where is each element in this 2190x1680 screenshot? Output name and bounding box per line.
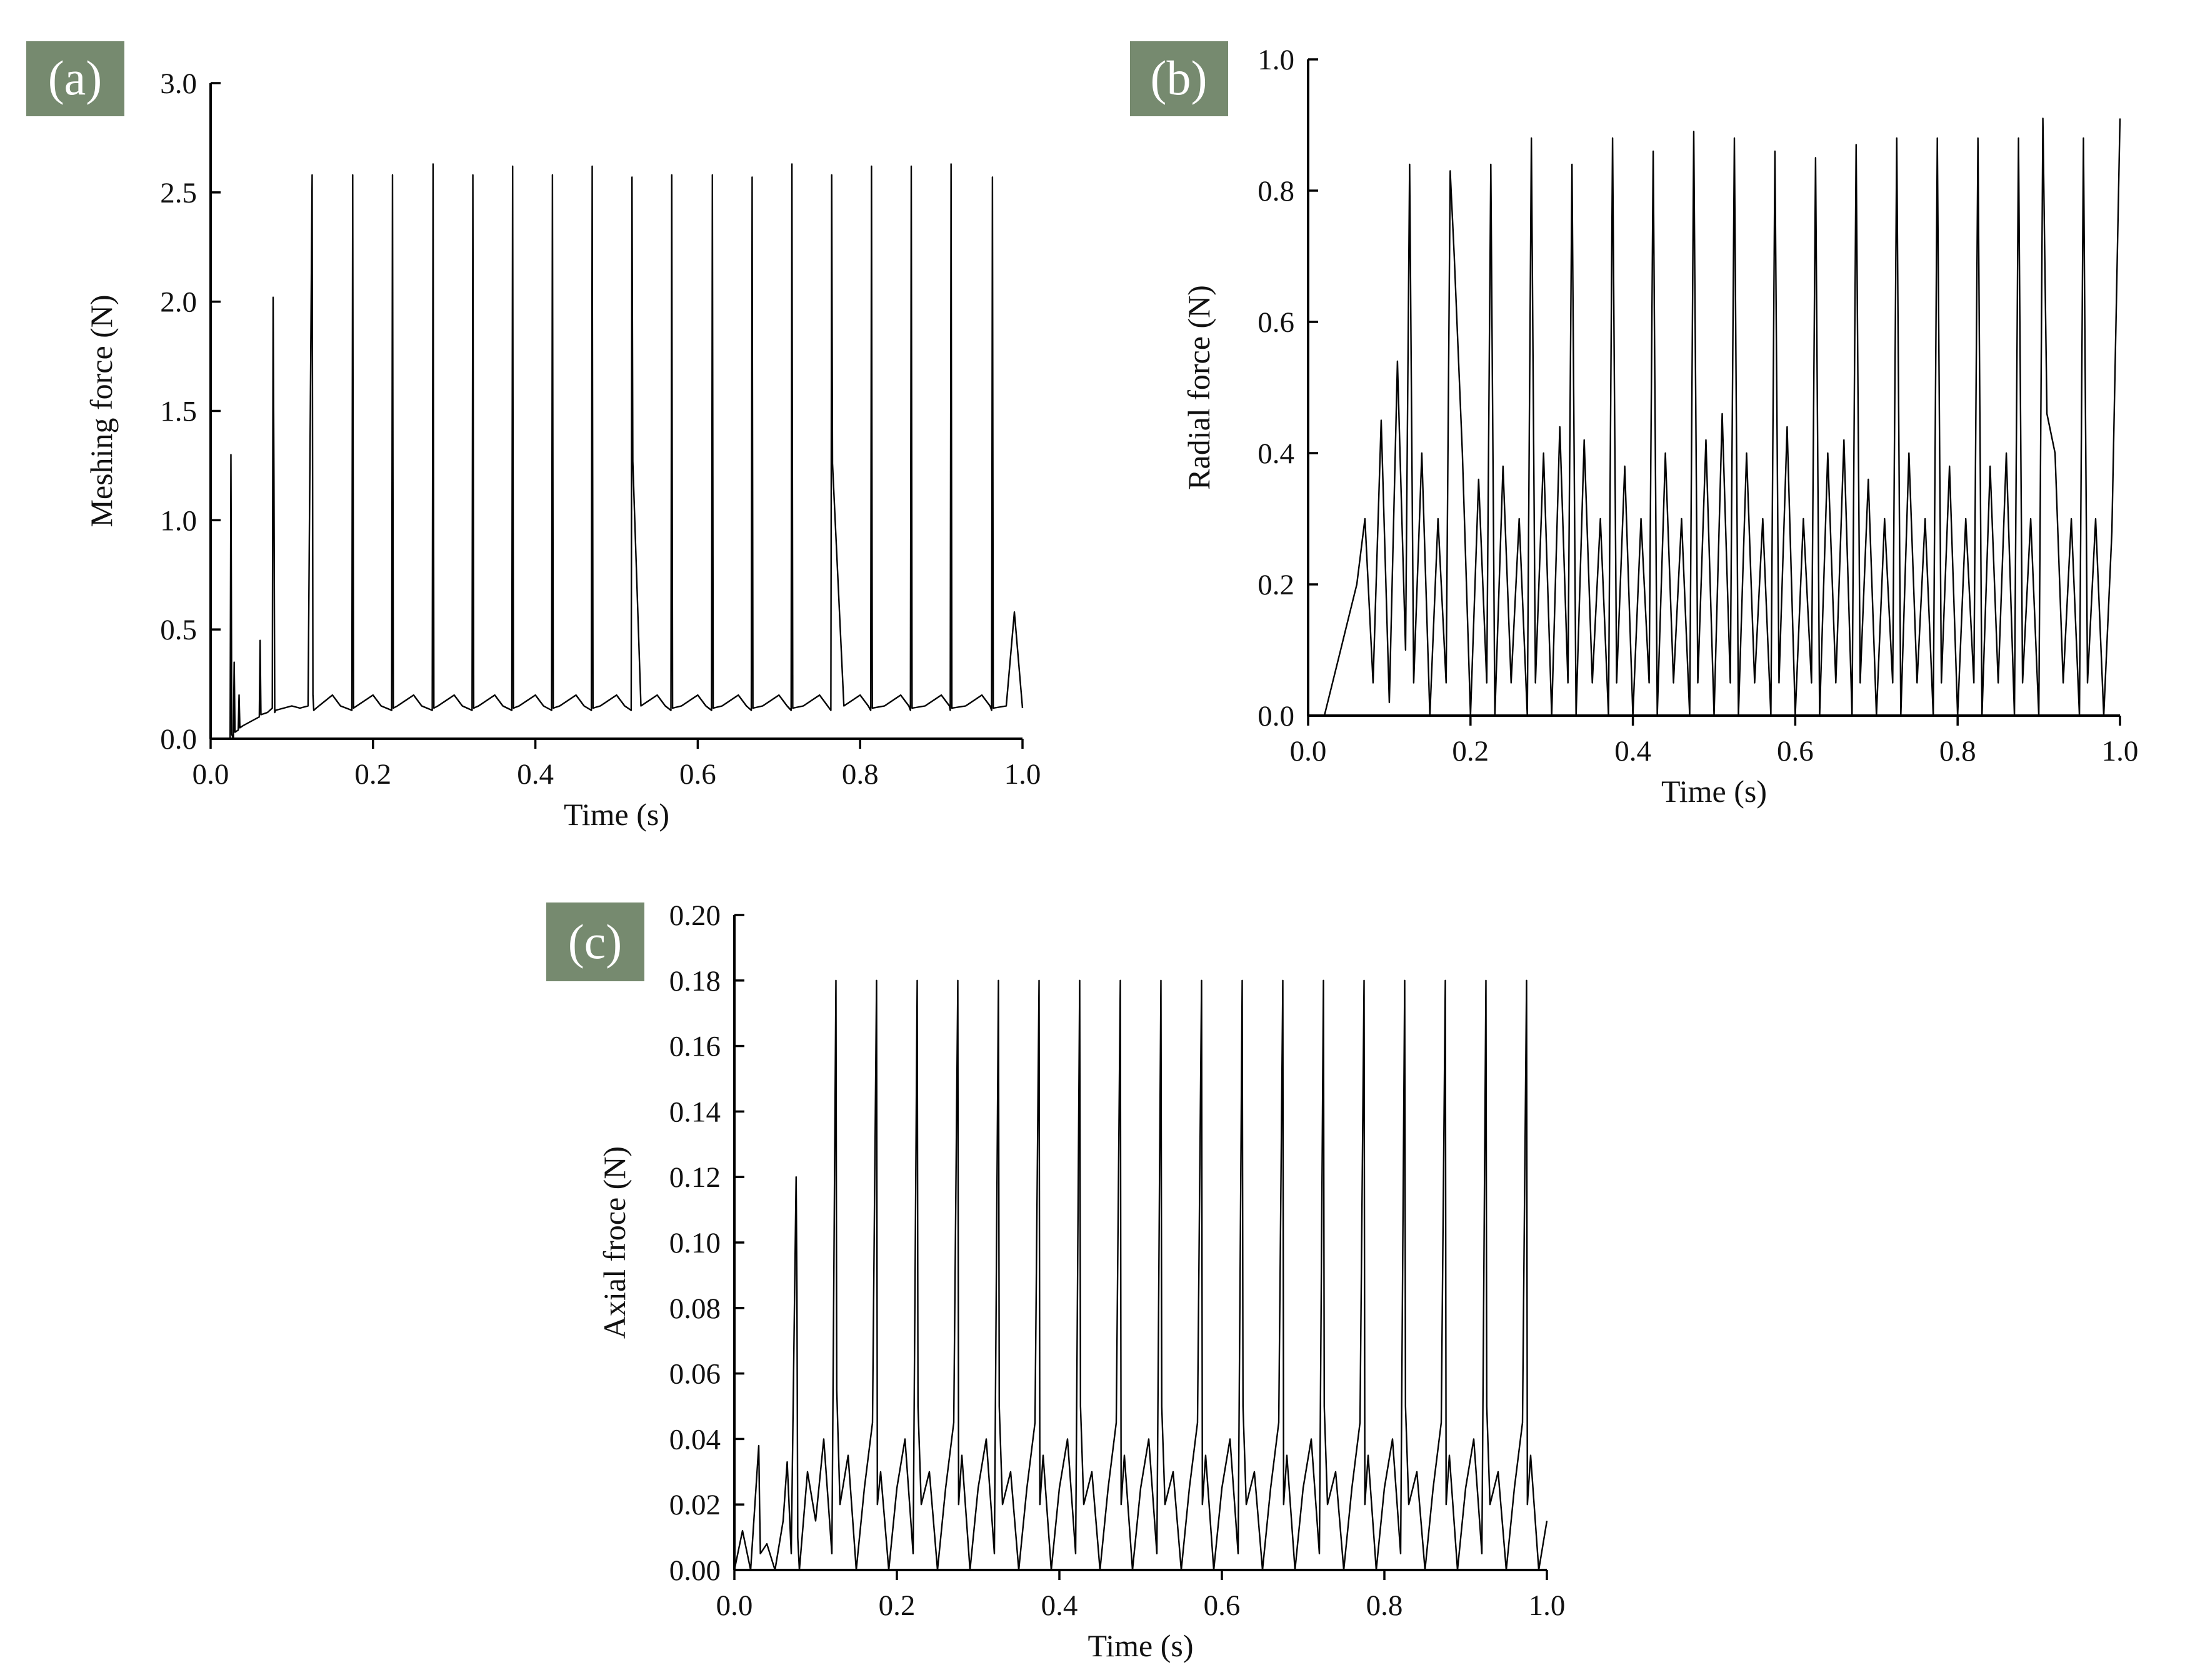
y-tick-label-b: 0.0 — [1258, 700, 1294, 732]
y-tick-label-b: 0.4 — [1258, 438, 1294, 470]
x-tick-label-a: 0.0 — [192, 758, 229, 791]
y-axis-title-c: Axial froce (N) — [597, 1146, 632, 1339]
y-tick-label-c: 0.10 — [669, 1227, 721, 1259]
x-tick-label-a: 0.4 — [517, 758, 554, 791]
panel-a: (a) 0.0 0.2 0.4 0.6 0.8 1.0 0.0 0.5 1.0 1.5 2.0 2.5… — [26, 41, 1041, 832]
y-axis-title-b: Radial force (N) — [1181, 285, 1216, 490]
x-axis-title-a: Time (s) — [564, 797, 669, 832]
y-tick-label-c: 0.00 — [669, 1554, 721, 1587]
y-axis-title-a: Meshing force (N) — [84, 294, 119, 527]
y-tick-label-a: 0.0 — [160, 723, 197, 756]
panel-b: (b) 0.0 0.2 0.4 0.6 0.8 1.0 0.0 0.2 0.4 0.6 0.8 1.0… — [1130, 41, 2138, 809]
y-tick-label-a: 1.0 — [160, 504, 197, 537]
x-tick-label-c: 0.4 — [1041, 1589, 1078, 1622]
x-tick-label-a: 0.6 — [679, 758, 716, 791]
y-tick-label-b: 1.0 — [1258, 44, 1294, 76]
x-axis-title-c: Time (s) — [1088, 1628, 1193, 1663]
y-tick-label-c: 0.08 — [669, 1292, 721, 1325]
axes-c: 0.0 0.2 0.4 0.6 0.8 1.0 0.00 0.02 0.04 0.06 0.08 0.… — [597, 899, 1565, 1663]
panel-label-b: (b) — [1151, 51, 1208, 105]
series-line-c — [733, 979, 1548, 1571]
panel-label-a: (a) — [48, 51, 102, 105]
panel-label-c: (c) — [568, 914, 622, 969]
x-tick-label-c: 0.2 — [879, 1589, 916, 1622]
x-tick-label-a: 0.2 — [354, 758, 391, 791]
y-tick-label-c: 0.20 — [669, 899, 721, 932]
panel-badge-c — [546, 902, 644, 981]
x-tick-label-a: 0.8 — [842, 758, 879, 791]
x-tick-label-c: 0.0 — [716, 1589, 753, 1622]
x-tick-label-b: 0.8 — [1939, 735, 1976, 768]
x-tick-label-b: 0.6 — [1777, 735, 1814, 768]
x-tick-label-c: 1.0 — [1529, 1589, 1566, 1622]
x-tick-label-a: 1.0 — [1004, 758, 1041, 791]
y-tick-label-a: 3.0 — [160, 68, 197, 100]
x-tick-label-b: 1.0 — [2102, 735, 2139, 768]
y-tick-label-c: 0.16 — [669, 1031, 721, 1063]
axes-a: 0.0 0.2 0.4 0.6 0.8 1.0 0.0 0.5 1.0 1.5 2.0 2.5 3.0 T… — [84, 68, 1041, 832]
axes-b: 0.0 0.2 0.4 0.6 0.8 1.0 0.0 0.2 0.4 0.6 0.8 1.0 Time… — [1181, 44, 2138, 809]
x-tick-label-b: 0.4 — [1614, 735, 1651, 768]
x-tick-label-c: 0.8 — [1366, 1589, 1403, 1622]
y-tick-label-c: 0.06 — [669, 1358, 721, 1391]
panel-badge-a — [26, 41, 124, 116]
y-tick-label-b: 0.8 — [1258, 175, 1294, 208]
series-line-a — [211, 163, 1024, 740]
panel-badge-b — [1130, 41, 1228, 116]
y-tick-label-c: 0.04 — [669, 1423, 721, 1456]
y-tick-label-a: 2.5 — [160, 177, 197, 209]
x-tick-label-c: 0.6 — [1204, 1589, 1241, 1622]
x-tick-label-b: 0.2 — [1452, 735, 1489, 768]
panel-c: (c) 0.0 0.2 0.4 0.6 0.8 1.00.000.020.040.060.… — [546, 899, 1565, 1663]
y-tick-label-a: 2.0 — [160, 286, 197, 319]
y-tick-label-b: 0.2 — [1258, 569, 1294, 601]
y-tick-label-c: 0.12 — [669, 1161, 721, 1194]
x-axis-title-b: Time (s) — [1661, 774, 1767, 809]
y-tick-label-c: 0.02 — [669, 1489, 721, 1521]
y-tick-label-c: 0.14 — [669, 1096, 721, 1128]
y-tick-label-c: 0.18 — [669, 965, 721, 998]
y-tick-label-a: 0.5 — [160, 614, 197, 646]
series-line-b — [1308, 118, 2121, 717]
y-tick-label-b: 0.6 — [1258, 306, 1294, 339]
y-tick-label-a: 1.5 — [160, 396, 197, 428]
x-tick-label-b: 0.0 — [1290, 735, 1327, 768]
